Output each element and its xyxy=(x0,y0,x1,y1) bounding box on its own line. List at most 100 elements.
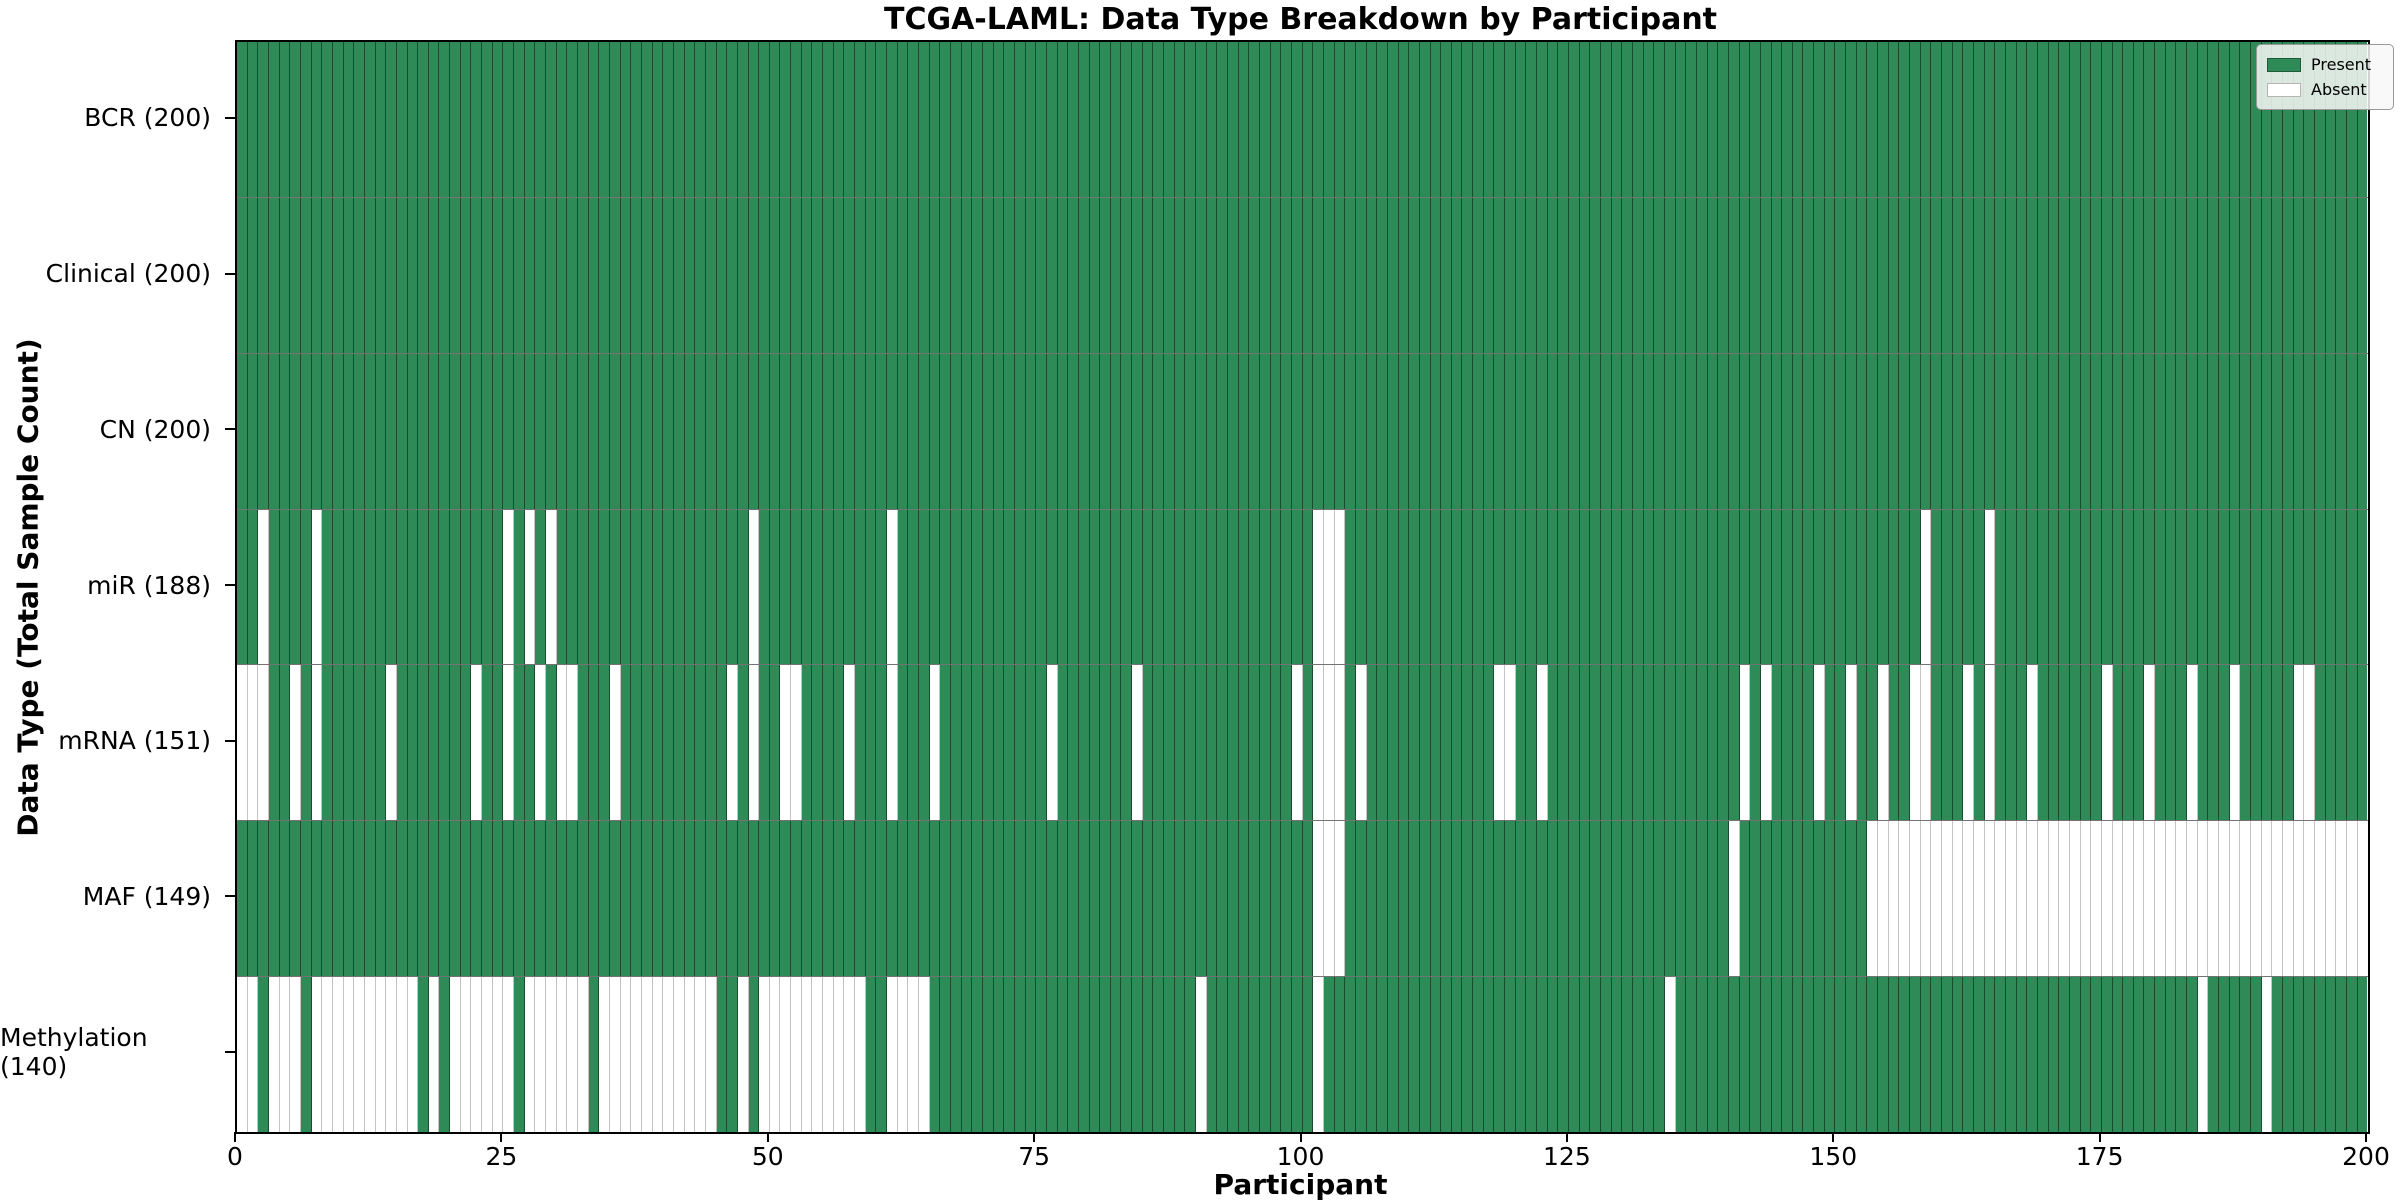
heatmap-cell xyxy=(972,509,983,665)
heatmap-cell xyxy=(737,977,749,1133)
heatmap-cell xyxy=(1537,665,1548,821)
heatmap-cell xyxy=(2197,509,2209,665)
heatmap-cell xyxy=(748,353,760,509)
heatmap-cell xyxy=(1739,977,1751,1133)
heatmap-cell xyxy=(2357,197,2368,353)
heatmap-cell xyxy=(876,509,888,665)
heatmap-cell xyxy=(631,197,642,353)
heatmap-cell xyxy=(887,42,898,197)
heatmap-cell xyxy=(2325,665,2337,821)
heatmap-cell xyxy=(343,353,355,509)
heatmap-cell xyxy=(439,353,451,509)
heatmap-cell xyxy=(588,42,600,197)
heatmap-cell xyxy=(897,353,909,509)
heatmap-cell xyxy=(1952,977,1964,1133)
heatmap-cell xyxy=(2059,353,2070,509)
heatmap-cell xyxy=(1366,665,1378,821)
y-axis-tick-labels: BCR (200) Clinical (200) CN (200) miR (188)… xyxy=(0,40,223,1130)
heatmap-cell xyxy=(375,665,387,821)
heatmap-cell xyxy=(673,821,685,977)
heatmap-cell xyxy=(737,509,749,665)
heatmap-cell xyxy=(2208,977,2220,1133)
heatmap-cell xyxy=(1750,821,1761,977)
heatmap-cell xyxy=(2101,821,2113,977)
heatmap-cell xyxy=(2123,665,2134,821)
heatmap-cell xyxy=(1206,197,1218,353)
heatmap-cell xyxy=(2229,977,2241,1133)
heatmap-cell xyxy=(514,197,525,353)
heatmap-cell xyxy=(972,665,983,821)
heatmap-cell xyxy=(1750,42,1761,197)
heatmap-cell xyxy=(396,353,408,509)
heatmap-cell xyxy=(1622,197,1633,353)
heatmap-cell xyxy=(471,197,483,353)
heatmap-cell xyxy=(1313,42,1324,197)
heatmap-cell xyxy=(2123,509,2134,665)
heatmap-cell xyxy=(2304,353,2315,509)
heatmap-cell xyxy=(300,977,312,1133)
heatmap-cell xyxy=(1569,197,1580,353)
heatmap-cell xyxy=(396,665,408,821)
x-tick-label: 100 xyxy=(1276,1142,1325,1171)
heatmap-cell xyxy=(1057,509,1069,665)
heatmap-cell xyxy=(1260,42,1271,197)
heatmap-cell xyxy=(1963,353,1974,509)
heatmap-cell xyxy=(2005,353,2017,509)
y-tick-mark xyxy=(225,272,235,275)
heatmap-cell xyxy=(2314,977,2326,1133)
heatmap-cell xyxy=(737,42,749,197)
heatmap-cell xyxy=(2059,665,2070,821)
heatmap-cell xyxy=(1792,821,1804,977)
heatmap-cell xyxy=(1302,353,1314,509)
heatmap-cell xyxy=(418,821,429,977)
heatmap-cell xyxy=(1281,821,1292,977)
heatmap-cell xyxy=(2346,509,2358,665)
heatmap-cell xyxy=(1611,977,1623,1133)
heatmap-cell xyxy=(844,353,856,509)
heatmap-cell xyxy=(599,821,610,977)
heatmap-cell xyxy=(247,509,259,665)
heatmap-cell xyxy=(908,665,919,821)
heatmap-cell xyxy=(982,197,994,353)
heatmap-cell xyxy=(1334,42,1346,197)
heatmap-cell xyxy=(2133,197,2145,353)
heatmap-cell xyxy=(1473,197,1484,353)
heatmap-cell xyxy=(1569,665,1580,821)
heatmap-cell xyxy=(1110,509,1122,665)
heatmap-cell xyxy=(1302,509,1314,665)
heatmap-cell xyxy=(684,665,696,821)
heatmap-cell xyxy=(1728,977,1740,1133)
heatmap-cell xyxy=(1174,665,1186,821)
heatmap-cell xyxy=(1718,509,1729,665)
heatmap-cell xyxy=(1110,665,1122,821)
heatmap-cell xyxy=(1334,977,1346,1133)
heatmap-cell xyxy=(1078,197,1090,353)
heatmap-cell xyxy=(1302,665,1314,821)
heatmap-cell xyxy=(1132,197,1143,353)
heatmap-cell xyxy=(1622,353,1633,509)
heatmap-cell xyxy=(929,977,941,1133)
heatmap-cell xyxy=(1249,977,1260,1133)
heatmap-cell xyxy=(993,665,1005,821)
heatmap-cell xyxy=(2059,821,2070,977)
heatmap-cell xyxy=(1089,197,1101,353)
y-tick-mark xyxy=(225,116,235,119)
heatmap-cell xyxy=(950,509,962,665)
heatmap-cell xyxy=(673,977,685,1133)
heatmap-cell xyxy=(1515,665,1527,821)
heatmap-cell xyxy=(1856,197,1868,353)
heatmap-cell xyxy=(546,353,557,509)
heatmap-cell xyxy=(1206,42,1218,197)
heatmap-cell xyxy=(1260,509,1271,665)
heatmap-cell xyxy=(482,509,493,665)
heatmap-cell xyxy=(1036,821,1047,977)
heatmap-cell xyxy=(364,821,376,977)
heatmap-cell xyxy=(2112,821,2124,977)
heatmap-cell xyxy=(1792,42,1804,197)
heatmap-cell xyxy=(1995,42,2006,197)
heatmap-cell xyxy=(1100,509,1111,665)
heatmap-cell xyxy=(599,197,610,353)
heatmap-cell xyxy=(695,42,706,197)
heatmap-cell xyxy=(1601,977,1612,1133)
heatmap-cell xyxy=(2005,509,2017,665)
